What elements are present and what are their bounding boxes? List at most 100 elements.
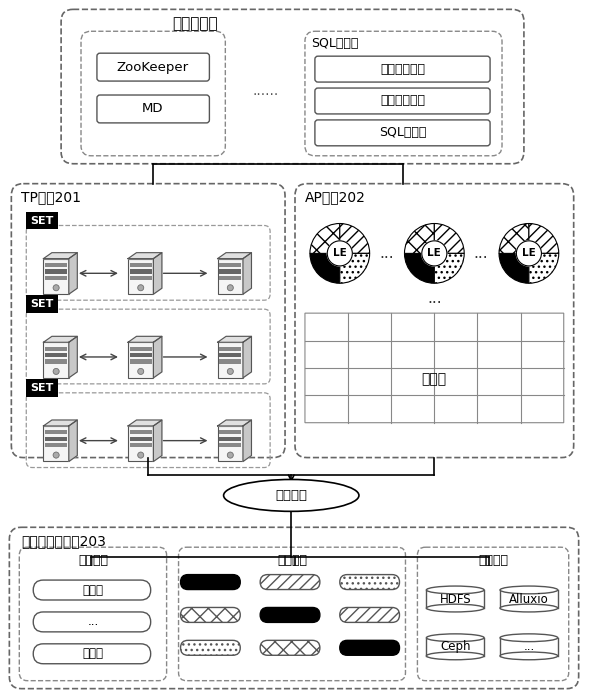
Bar bbox=[219, 437, 241, 441]
Ellipse shape bbox=[427, 634, 484, 641]
Bar bbox=[45, 346, 67, 351]
Ellipse shape bbox=[427, 586, 484, 594]
Circle shape bbox=[227, 369, 233, 374]
Wedge shape bbox=[405, 253, 434, 283]
Ellipse shape bbox=[224, 480, 359, 512]
Ellipse shape bbox=[500, 586, 558, 594]
Bar bbox=[44, 258, 69, 294]
Bar bbox=[219, 359, 241, 364]
Bar bbox=[130, 269, 152, 274]
Text: Ceph: Ceph bbox=[440, 640, 470, 653]
Text: ...: ... bbox=[379, 246, 394, 261]
Text: Alluxio: Alluxio bbox=[509, 593, 549, 605]
Bar bbox=[45, 276, 67, 280]
Circle shape bbox=[138, 285, 144, 291]
Text: 逻辑存储: 逻辑存储 bbox=[277, 554, 307, 567]
Polygon shape bbox=[69, 336, 77, 378]
Text: ZooKeeper: ZooKeeper bbox=[117, 61, 189, 73]
Bar bbox=[27, 211, 58, 230]
Bar bbox=[130, 437, 152, 441]
Circle shape bbox=[138, 452, 144, 458]
Circle shape bbox=[53, 452, 59, 458]
Circle shape bbox=[227, 285, 233, 291]
Text: SET: SET bbox=[31, 216, 54, 225]
Ellipse shape bbox=[500, 604, 558, 612]
Text: ...: ... bbox=[427, 290, 442, 306]
Ellipse shape bbox=[500, 634, 558, 641]
Polygon shape bbox=[44, 420, 77, 426]
FancyBboxPatch shape bbox=[340, 607, 399, 623]
Bar bbox=[130, 346, 152, 351]
Polygon shape bbox=[44, 253, 77, 258]
Bar bbox=[45, 263, 67, 267]
Circle shape bbox=[327, 241, 352, 266]
Polygon shape bbox=[128, 253, 162, 258]
Polygon shape bbox=[218, 336, 251, 342]
FancyBboxPatch shape bbox=[97, 53, 209, 81]
Bar bbox=[500, 590, 558, 608]
Text: SET: SET bbox=[31, 299, 54, 309]
Bar bbox=[130, 443, 152, 447]
Text: 表空间: 表空间 bbox=[83, 647, 103, 660]
Text: 分布式文件系统203: 分布式文件系统203 bbox=[21, 534, 106, 548]
FancyBboxPatch shape bbox=[181, 640, 240, 655]
Text: 数据表: 数据表 bbox=[422, 372, 447, 386]
Bar bbox=[219, 346, 241, 351]
Bar bbox=[218, 426, 243, 461]
Text: SET: SET bbox=[31, 383, 54, 393]
Circle shape bbox=[53, 369, 59, 374]
FancyBboxPatch shape bbox=[315, 88, 490, 114]
Bar bbox=[427, 638, 484, 656]
Wedge shape bbox=[434, 223, 464, 253]
Text: LE: LE bbox=[522, 248, 536, 258]
Ellipse shape bbox=[500, 652, 558, 660]
Bar bbox=[27, 379, 58, 396]
Bar bbox=[44, 426, 69, 461]
FancyBboxPatch shape bbox=[260, 640, 320, 655]
Bar bbox=[219, 430, 241, 434]
Polygon shape bbox=[153, 336, 162, 378]
Bar bbox=[219, 443, 241, 447]
Text: 分布式分析器: 分布式分析器 bbox=[380, 63, 425, 75]
Bar bbox=[219, 263, 241, 267]
Polygon shape bbox=[243, 253, 251, 294]
Bar bbox=[45, 269, 67, 274]
Polygon shape bbox=[218, 253, 251, 258]
Bar bbox=[427, 590, 484, 608]
Text: MD: MD bbox=[142, 103, 163, 115]
Text: ...: ... bbox=[474, 246, 489, 261]
Bar bbox=[219, 276, 241, 280]
Bar bbox=[219, 269, 241, 274]
Bar bbox=[130, 353, 152, 357]
Bar bbox=[128, 342, 153, 378]
Ellipse shape bbox=[427, 652, 484, 660]
Text: TP集群201: TP集群201 bbox=[21, 191, 81, 205]
Text: 表空间: 表空间 bbox=[83, 584, 103, 597]
Polygon shape bbox=[69, 253, 77, 294]
Polygon shape bbox=[243, 336, 251, 378]
Bar bbox=[45, 443, 67, 447]
Bar bbox=[128, 426, 153, 461]
Circle shape bbox=[422, 241, 447, 266]
Polygon shape bbox=[218, 420, 251, 426]
Bar bbox=[27, 295, 58, 313]
FancyBboxPatch shape bbox=[260, 607, 320, 623]
Text: 网络存储: 网络存储 bbox=[478, 554, 508, 567]
FancyBboxPatch shape bbox=[260, 574, 320, 590]
Wedge shape bbox=[310, 223, 340, 253]
Text: SQL路由器: SQL路由器 bbox=[379, 126, 426, 140]
Polygon shape bbox=[128, 336, 162, 342]
Polygon shape bbox=[44, 336, 77, 342]
Wedge shape bbox=[529, 223, 559, 253]
Wedge shape bbox=[405, 223, 434, 253]
Bar bbox=[500, 638, 558, 656]
Text: 分布式优化器: 分布式优化器 bbox=[380, 94, 425, 107]
Bar bbox=[130, 263, 152, 267]
FancyBboxPatch shape bbox=[33, 644, 150, 664]
Text: LE: LE bbox=[428, 248, 441, 258]
Ellipse shape bbox=[427, 604, 484, 612]
Bar bbox=[219, 353, 241, 357]
FancyBboxPatch shape bbox=[305, 313, 563, 423]
Text: 数据库引擎: 数据库引擎 bbox=[173, 16, 218, 31]
Text: ...: ... bbox=[87, 616, 99, 628]
